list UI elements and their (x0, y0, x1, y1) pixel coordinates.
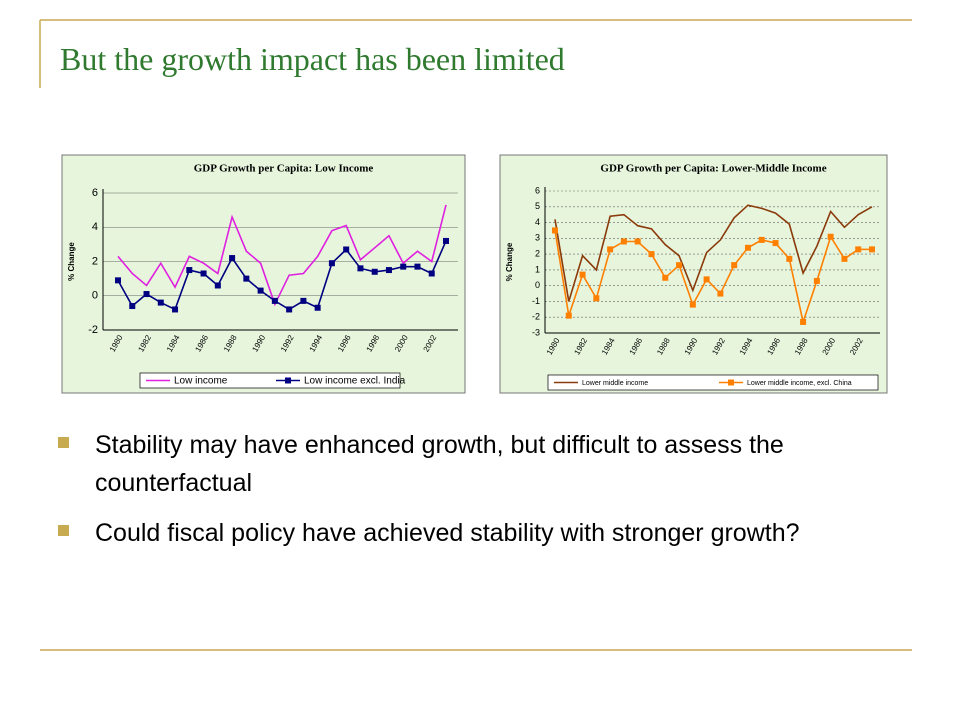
y-tick-label: -2 (532, 312, 540, 322)
point-marker (328, 260, 335, 267)
y-tick-label: 3 (535, 233, 540, 243)
point-marker (717, 290, 724, 297)
point-marker (286, 306, 293, 313)
y-axis-label: % Change (67, 242, 76, 281)
point-marker (579, 271, 586, 278)
point-marker (343, 246, 350, 253)
point-marker (772, 240, 779, 247)
point-marker (634, 238, 641, 245)
legend-label: Lower middle income, excl. China (747, 380, 852, 387)
point-marker (129, 303, 136, 310)
legend-marker (728, 379, 734, 386)
point-marker (300, 297, 307, 304)
point-marker (593, 295, 600, 302)
point-marker (731, 262, 738, 269)
point-marker (400, 263, 407, 270)
point-marker (620, 238, 627, 245)
y-tick-label: 2 (92, 255, 98, 267)
point-marker (271, 297, 278, 304)
point-marker (200, 270, 207, 277)
point-marker (855, 246, 862, 253)
point-marker (229, 255, 236, 262)
legend-label: Low income excl. India (304, 376, 406, 387)
point-marker (214, 282, 221, 289)
point-marker (115, 277, 121, 284)
slide-title: But the growth impact has been limited (60, 41, 565, 77)
series-line (554, 230, 872, 325)
point-marker (428, 270, 435, 277)
legend-box (139, 372, 401, 389)
point-marker (786, 255, 793, 262)
point-marker (676, 262, 683, 269)
y-tick-label: -1 (532, 296, 540, 306)
point-marker (552, 227, 558, 234)
point-marker (143, 291, 150, 298)
legend-marker (285, 377, 291, 384)
point-marker (385, 267, 392, 274)
y-tick-label: 4 (92, 221, 98, 233)
point-marker (157, 299, 164, 306)
bullet-marker (58, 525, 69, 536)
point-marker (703, 276, 710, 283)
bullet-marker (58, 437, 69, 448)
chart-title: GDP Growth per Capita: Lower-Middle Inco… (600, 163, 826, 175)
y-tick-label: 2 (535, 248, 540, 258)
y-tick-label: 0 (535, 280, 540, 290)
legend-label: Lower middle income (582, 380, 648, 387)
y-tick-label: 0 (92, 290, 98, 302)
y-tick-label: 4 (535, 217, 540, 227)
point-marker (314, 304, 321, 311)
bullet-text: Could fiscal policy have achieved stabil… (95, 519, 800, 547)
point-marker (841, 255, 848, 262)
point-marker (371, 268, 378, 275)
point-marker (648, 251, 655, 258)
y-tick-label: 5 (535, 201, 540, 211)
point-marker (800, 318, 807, 325)
point-marker (172, 306, 179, 313)
point-marker (257, 287, 264, 294)
point-marker (689, 301, 696, 308)
series-line (554, 204, 873, 302)
legend-box (547, 374, 879, 391)
point-marker (414, 263, 421, 270)
point-marker (357, 265, 364, 272)
point-marker (827, 233, 834, 240)
point-marker (662, 274, 669, 281)
point-marker (813, 277, 820, 284)
y-axis-label: % Change (505, 242, 514, 281)
chart-title: GDP Growth per Capita: Low Income (194, 163, 374, 175)
point-marker (744, 244, 751, 251)
point-marker (443, 237, 449, 244)
bullet-text: Stability may have enhanced growth, but … (95, 431, 784, 497)
chart-background (61, 154, 466, 394)
point-marker (186, 267, 193, 274)
point-marker (607, 246, 614, 253)
y-tick-label: 6 (92, 187, 98, 199)
point-marker (565, 312, 572, 319)
point-marker (758, 236, 765, 243)
legend-label: Low income (174, 376, 228, 387)
y-tick-label: 6 (535, 185, 540, 195)
point-marker (243, 275, 250, 282)
point-marker (869, 246, 875, 253)
y-tick-label: -3 (532, 327, 540, 337)
series-line (117, 204, 447, 307)
y-tick-label: -2 (88, 324, 98, 336)
y-tick-label: 1 (535, 264, 540, 274)
